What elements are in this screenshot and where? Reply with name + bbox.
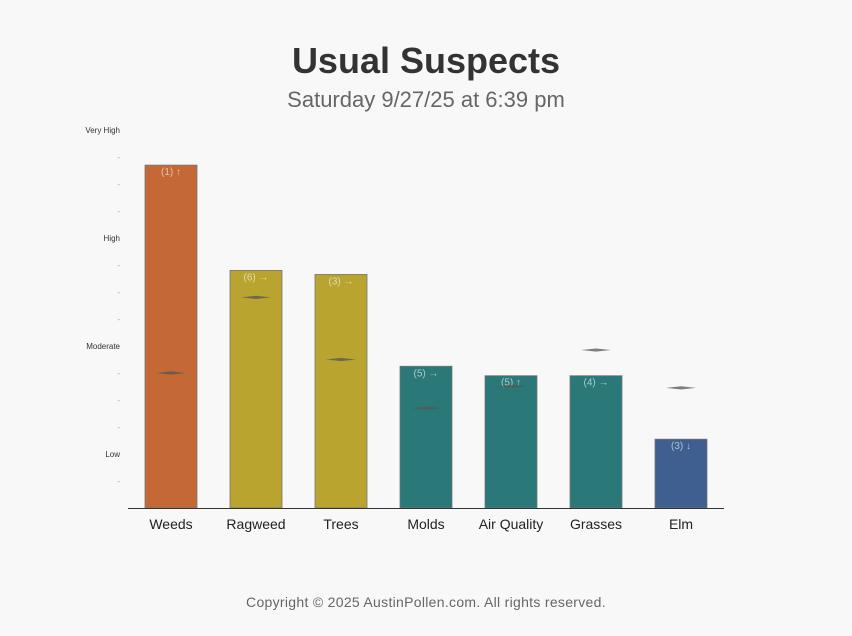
y-minor-tick: - xyxy=(118,317,121,324)
average-marker xyxy=(241,295,271,299)
y-tick-label: High xyxy=(104,234,120,243)
bar-weeds xyxy=(144,164,198,509)
x-category-label: Molds xyxy=(407,516,444,532)
y-minor-tick: - xyxy=(118,479,121,486)
y-minor-tick: - xyxy=(118,155,121,162)
bar-ragweed xyxy=(229,269,283,509)
x-category-label: Weeds xyxy=(149,516,192,532)
bar-molds xyxy=(399,365,453,509)
x-category-label: Grasses xyxy=(570,516,622,532)
x-category-label: Air Quality xyxy=(479,516,544,532)
bar-rank-label: (6) → xyxy=(244,272,269,283)
average-marker xyxy=(326,357,356,362)
average-marker xyxy=(156,371,186,375)
average-marker xyxy=(581,348,611,352)
y-minor-tick: - xyxy=(118,263,121,270)
y-minor-tick: - xyxy=(118,425,121,432)
y-minor-tick: - xyxy=(118,371,121,378)
y-tick-label: Very High xyxy=(85,126,120,135)
bar-rank-label: (5) → xyxy=(414,368,439,379)
bar-trees xyxy=(314,274,368,509)
y-minor-tick: - xyxy=(118,398,121,405)
bar-rank-label: (1) ↑ xyxy=(161,167,181,178)
bar-rank-label: (5) ↑ xyxy=(501,378,521,389)
page-title: Usual Suspects xyxy=(291,40,561,81)
copyright-footer: Copyright © 2025 AustinPollen.com. All r… xyxy=(246,594,606,610)
bar-rank-label: (3) ↓ xyxy=(671,441,691,452)
x-category-label: Elm xyxy=(669,516,693,532)
average-marker xyxy=(666,386,696,390)
y-tick-label: Low xyxy=(105,450,120,459)
y-minor-tick: - xyxy=(118,209,121,216)
average-marker xyxy=(496,384,526,389)
page-subtitle: Saturday 9/27/25 at 6:39 pm xyxy=(287,87,565,112)
bar-air-quality xyxy=(484,375,538,509)
y-minor-tick: - xyxy=(118,290,121,297)
bar-elm xyxy=(654,438,708,509)
x-category-label: Ragweed xyxy=(226,516,285,532)
bar-rank-label: (4) → xyxy=(584,378,609,389)
y-minor-tick: - xyxy=(118,182,121,189)
bar-rank-label: (3) → xyxy=(329,276,354,287)
bar-grasses xyxy=(569,375,623,509)
average-marker xyxy=(411,406,441,410)
x-category-label: Trees xyxy=(323,516,358,532)
y-tick-label: Moderate xyxy=(86,342,120,351)
